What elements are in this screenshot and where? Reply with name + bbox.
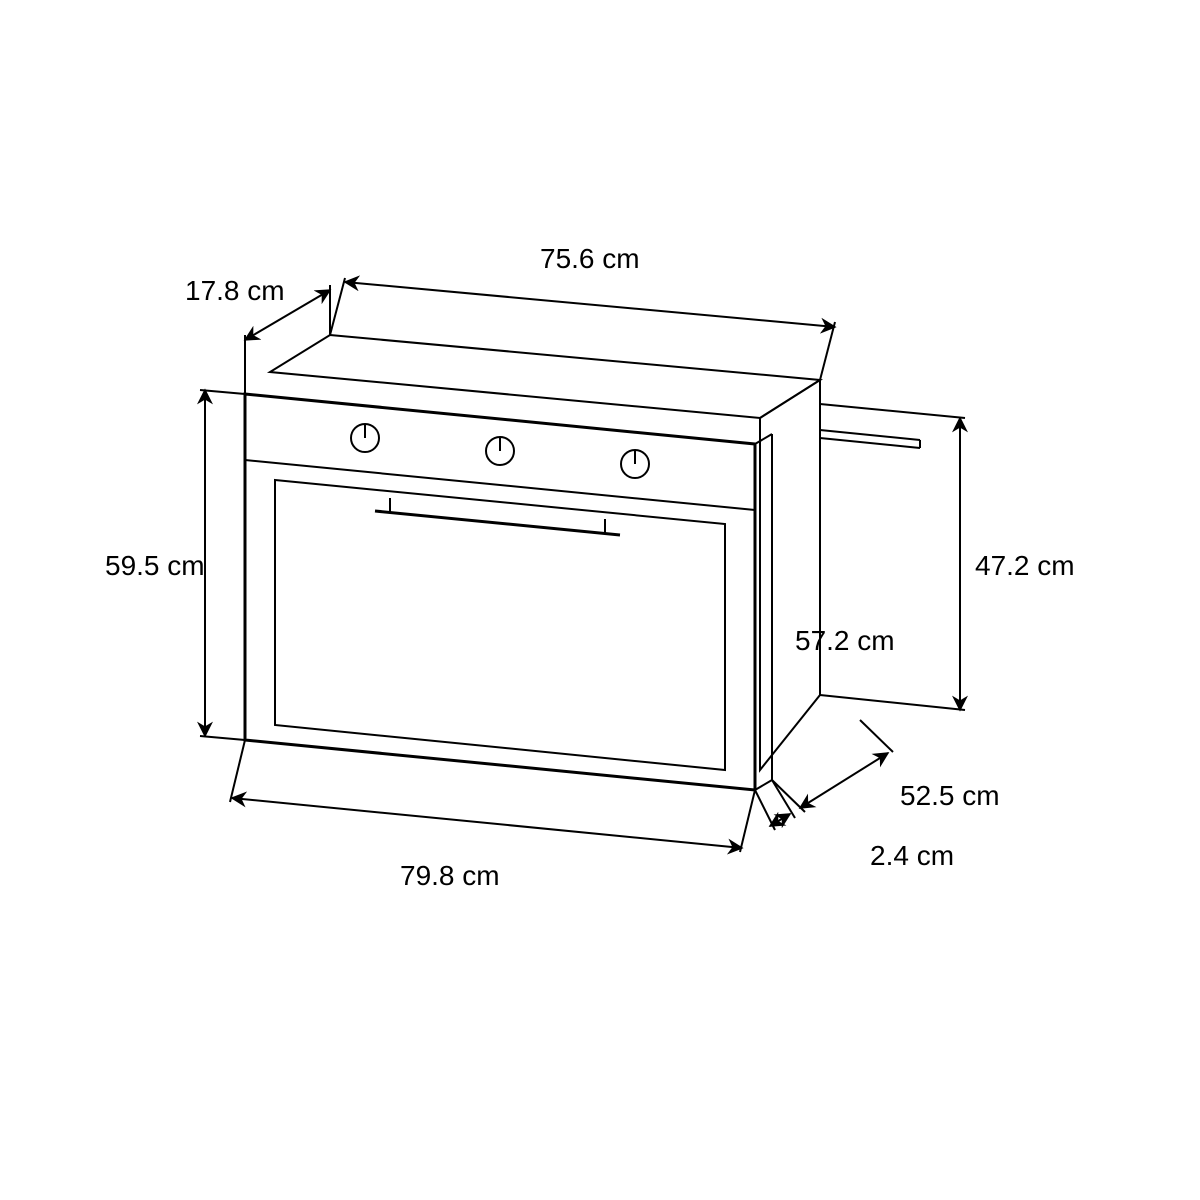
dim-front-width: 79.8 cm xyxy=(230,740,755,891)
dim-label: 47.2 cm xyxy=(975,550,1075,581)
dim-label: 52.5 cm xyxy=(900,780,1000,811)
dim-inner-side-height: 57.2 cm xyxy=(795,625,895,656)
dim-side-depth: 52.5 cm xyxy=(772,720,1000,812)
oven-body xyxy=(245,335,920,790)
dim-label: 79.8 cm xyxy=(400,860,500,891)
oven-handle xyxy=(375,498,620,535)
dim-label: 17.8 cm xyxy=(185,275,285,306)
dim-label: 59.5 cm xyxy=(105,550,205,581)
control-knob-3 xyxy=(621,450,649,478)
dim-label: 57.2 cm xyxy=(795,625,895,656)
control-knob-1 xyxy=(351,424,379,452)
dim-label: 75.6 cm xyxy=(540,243,640,274)
control-knob-2 xyxy=(486,437,514,465)
oven-dimension-diagram: 17.8 cm 75.6 cm 59.5 cm 57.2 cm 47.2 cm … xyxy=(0,0,1200,1200)
dim-back-height: 47.2 cm xyxy=(820,404,1075,710)
dim-label: 2.4 cm xyxy=(870,840,954,871)
dim-front-height: 59.5 cm xyxy=(105,390,245,740)
dim-top-width: 75.6 cm xyxy=(330,243,835,380)
